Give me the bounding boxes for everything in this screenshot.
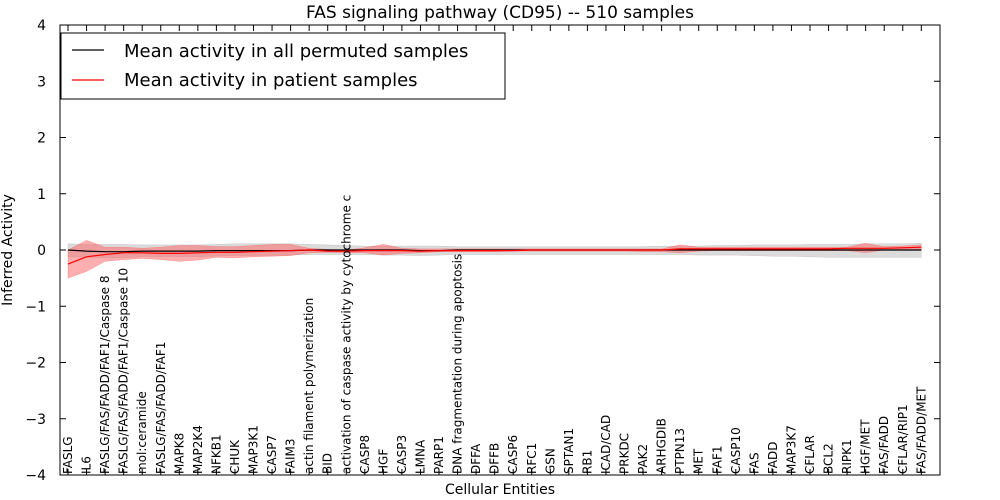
- x-category-label: RFC1: [525, 443, 539, 474]
- x-category-label: DFFA: [469, 443, 483, 474]
- x-category-label: IL6: [80, 456, 94, 474]
- y-tick-label: 0: [37, 243, 46, 259]
- x-category-label: FAS: [747, 452, 761, 474]
- x-category-label: CASP3: [395, 435, 409, 474]
- y-tick-label: 3: [37, 74, 46, 90]
- x-category-label: ICAD/CAD: [599, 415, 613, 474]
- x-category-label: FASLG/FAS/FADD/FAF1/Caspase 10: [117, 268, 131, 474]
- y-tick-label: −1: [25, 299, 46, 315]
- line-patient: [67, 246, 922, 265]
- x-category-label: PTPN13: [673, 428, 687, 474]
- x-category-label: LMNA: [413, 439, 427, 474]
- y-tick-label: −3: [25, 412, 46, 428]
- x-category-label: CASP8: [358, 435, 372, 474]
- x-category-label: PRKDC: [618, 433, 632, 474]
- x-category-label: FAS/FADD: [877, 416, 891, 474]
- x-category-label: RIPK1: [840, 439, 854, 474]
- x-category-label: CASP6: [506, 435, 520, 474]
- x-category-label: DNA fragmentation during apoptosis: [451, 254, 465, 474]
- x-category-label: RB1: [580, 450, 594, 474]
- x-category-label: actin filament polymerization: [302, 298, 316, 474]
- x-category-label: HGF: [376, 449, 390, 474]
- legend-label-permuted: Mean activity in all permuted samples: [124, 41, 468, 62]
- legend-box: [60, 32, 506, 100]
- x-category-label: CHUK: [228, 439, 242, 474]
- x-category-label: NFKB1: [209, 434, 223, 474]
- x-category-label: HGF/MET: [859, 419, 873, 474]
- x-category-label: FAF1: [710, 445, 724, 474]
- x-category-label: MAPK8: [172, 433, 186, 474]
- x-category-label: FASLG/FAS/FADD/FAF1: [154, 342, 168, 474]
- legend-label-patient: Mean activity in patient samples: [124, 70, 418, 91]
- x-category-label: CASP7: [265, 435, 279, 474]
- x-axis-label: Cellular Entities: [445, 482, 555, 498]
- legend: Mean activity in all permuted samples Me…: [60, 32, 506, 100]
- chart-title: FAS signaling pathway (CD95) -- 510 samp…: [306, 3, 694, 23]
- confidence-bands: [67, 240, 922, 279]
- y-axis-label: Inferred Activity: [0, 194, 16, 306]
- y-tick-label: 1: [37, 187, 46, 203]
- x-category-label: BID: [321, 453, 335, 474]
- x-category-label: MAP2K4: [191, 425, 205, 474]
- x-category-label: mol:ceramide: [135, 391, 149, 474]
- x-category-label: GSN: [543, 448, 557, 474]
- x-category-label: activation of caspase activity by cytoch…: [339, 195, 353, 474]
- x-category-label: FADD: [766, 442, 780, 475]
- y-tick-label: 4: [37, 18, 46, 34]
- y-tick-label: −4: [25, 468, 46, 484]
- x-category-label: MAP3K1: [247, 425, 261, 474]
- x-axis: FASLG IL6 FASLG/FAS/FADD/FAF1/Caspase 8 FAS…: [61, 25, 928, 475]
- y-tick-label: 2: [37, 131, 46, 147]
- x-category-label: MET: [692, 448, 706, 474]
- y-tick-label: −2: [25, 356, 46, 372]
- x-category-label: FASLG: [61, 436, 75, 474]
- x-category-label: SPTAN1: [562, 428, 576, 474]
- x-category-label: CFLAR: [803, 435, 817, 474]
- x-category-label: DFFB: [488, 443, 502, 474]
- x-category-label: PAK2: [636, 444, 650, 474]
- x-category-label: FAS/FADD/MET: [914, 386, 928, 474]
- series-lines: [67, 246, 922, 265]
- x-category-label: ARHGDIB: [655, 418, 669, 474]
- x-category-label: FASLG/FAS/FADD/FAF1/Caspase 8: [98, 276, 112, 475]
- x-category-label: MAP3K7: [784, 425, 798, 474]
- x-category-label: CFLAR/RIP1: [896, 404, 910, 474]
- x-category-label: PARP1: [432, 436, 446, 474]
- x-category-label: BCL2: [822, 443, 836, 474]
- y-axis: 4 3 2 1 0 −1 −2 −3 −4: [25, 18, 940, 484]
- x-category-label: CASP10: [729, 427, 743, 474]
- x-category-label: FAIM3: [284, 438, 298, 474]
